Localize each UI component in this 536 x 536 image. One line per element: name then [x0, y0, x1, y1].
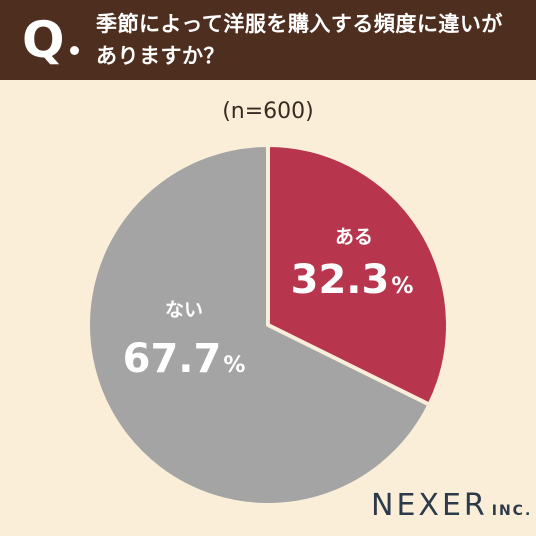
q-dot [70, 46, 79, 55]
question-header: Q 季節によって洋服を購入する頻度に違いが ありますか？ [0, 0, 536, 80]
pie-slice-1 [86, 143, 432, 507]
logo-main: NEXER [371, 488, 488, 523]
slice-label-1: ない [165, 299, 203, 321]
slice-value-1: 67.7% [123, 336, 246, 382]
logo-sub: INC. [491, 503, 533, 519]
q-mark: Q [22, 11, 65, 69]
pie-slice-0 [266, 143, 450, 407]
sample-size: (n=600) [222, 99, 314, 124]
slice-label-0: ある [335, 226, 373, 248]
nexer-logo: NEXER INC. [371, 488, 532, 523]
slice-value-0: 32.3% [291, 257, 414, 303]
question-text: 季節によって洋服を購入する頻度に違いが ありますか？ [96, 12, 503, 68]
